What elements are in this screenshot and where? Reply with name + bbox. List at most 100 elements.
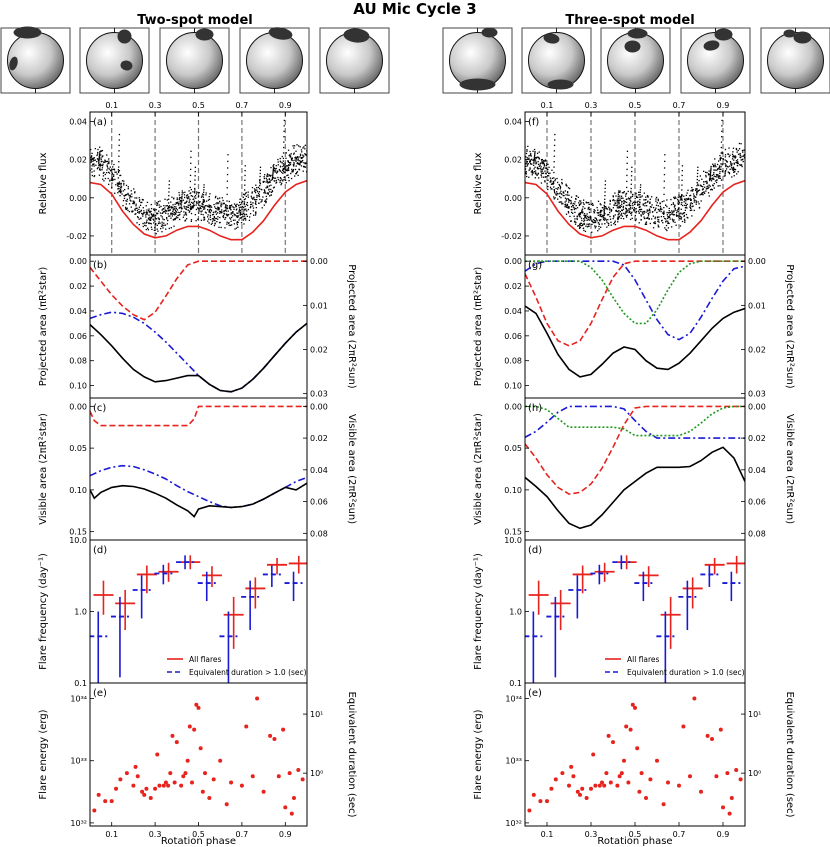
flux-point [570,209,572,211]
flare-point [283,805,288,810]
flare-point [648,777,653,782]
flux-point [155,218,157,220]
flux-point [244,213,246,216]
flux-point [170,207,173,209]
flux-point [648,218,650,220]
flux-point [102,163,104,165]
flare-spike-point [202,198,204,201]
flux-point [669,218,671,220]
flux-point [688,198,690,200]
flux-point [700,200,702,202]
flare-spike-point [680,208,682,210]
flux-point [525,165,527,168]
flux-point [300,161,302,163]
flux-point [177,214,179,217]
flux-point [690,202,692,204]
flux-point [116,173,118,175]
flux-point [159,200,161,202]
flux-point [645,222,647,224]
flux-point [242,200,244,203]
flux-point [218,202,220,204]
flux-point [733,162,735,164]
flux-point [716,176,718,178]
flux-point [168,207,170,209]
flux-point [230,224,233,226]
flare-spike-point [626,174,628,177]
flux-point [91,152,93,155]
flux-point [142,199,144,201]
flux-point [255,201,257,203]
flux-point [731,176,733,178]
flux-point [707,187,709,190]
flare-spike-point [181,190,184,192]
flux-point [667,215,669,218]
flux-point [268,185,271,187]
x-tick-label: 0.3 [585,830,598,839]
y-tick-label-right: 10⁰ [310,769,323,778]
flux-point [236,216,239,219]
flux-point [254,191,257,194]
flux-point [564,197,567,199]
flux-point [223,203,225,205]
flux-point [564,206,566,208]
flux-point [289,154,291,156]
flux-point [170,206,172,208]
flux-point [208,205,211,207]
flux-point [250,203,252,206]
flux-point [533,164,535,166]
flux-point [714,158,716,160]
flux-point [716,174,718,177]
flux-point [127,186,129,188]
flux-point [689,206,691,208]
flux-point [211,214,214,216]
flux-point [609,207,611,210]
flux-point [526,163,529,165]
flux-point [673,206,676,208]
flux-point [150,207,153,210]
flare-spike-point [720,163,722,165]
flux-point [103,161,105,163]
flux-point [734,168,737,171]
flux-point [696,192,698,194]
star-spot [343,28,370,43]
flare-spike-point [681,189,683,191]
flux-point [675,214,678,216]
flux-point [555,194,558,196]
star-spot [268,27,293,40]
flux-point [631,217,633,220]
right-sphere-2 [521,27,592,94]
flux-point [274,168,277,170]
flux-point [539,167,541,170]
flux-point [265,200,267,203]
flux-point [183,194,186,196]
flux-point [530,171,532,173]
flux-point [672,213,675,216]
flux-point [618,210,620,212]
flux-point [279,179,281,182]
flare-point [300,777,305,782]
flux-point [297,159,300,161]
flux-point [93,175,96,177]
flux-point [168,227,170,230]
flux-point [680,217,683,219]
flux-point [730,162,732,164]
panel-two-spot-d: (d)Flare frequency (day⁻¹)0.11.010.0All … [38,536,308,688]
flux-point [252,214,255,216]
flux-point [637,204,639,206]
flux-point [645,196,647,198]
observed-points [525,119,745,233]
flux-point [177,201,179,203]
flux-point [109,179,111,181]
flux-point [203,199,205,201]
flux-point [179,202,181,204]
flux-point [160,205,162,208]
flux-point [280,182,283,184]
flux-point [553,189,556,192]
flux-point [579,224,581,226]
flux-point [197,195,200,197]
flux-point [154,221,156,223]
right-column-title: Three-spot model [565,13,694,28]
flare-spike-point [534,152,536,154]
flux-point [93,160,95,162]
flux-point [303,146,305,148]
